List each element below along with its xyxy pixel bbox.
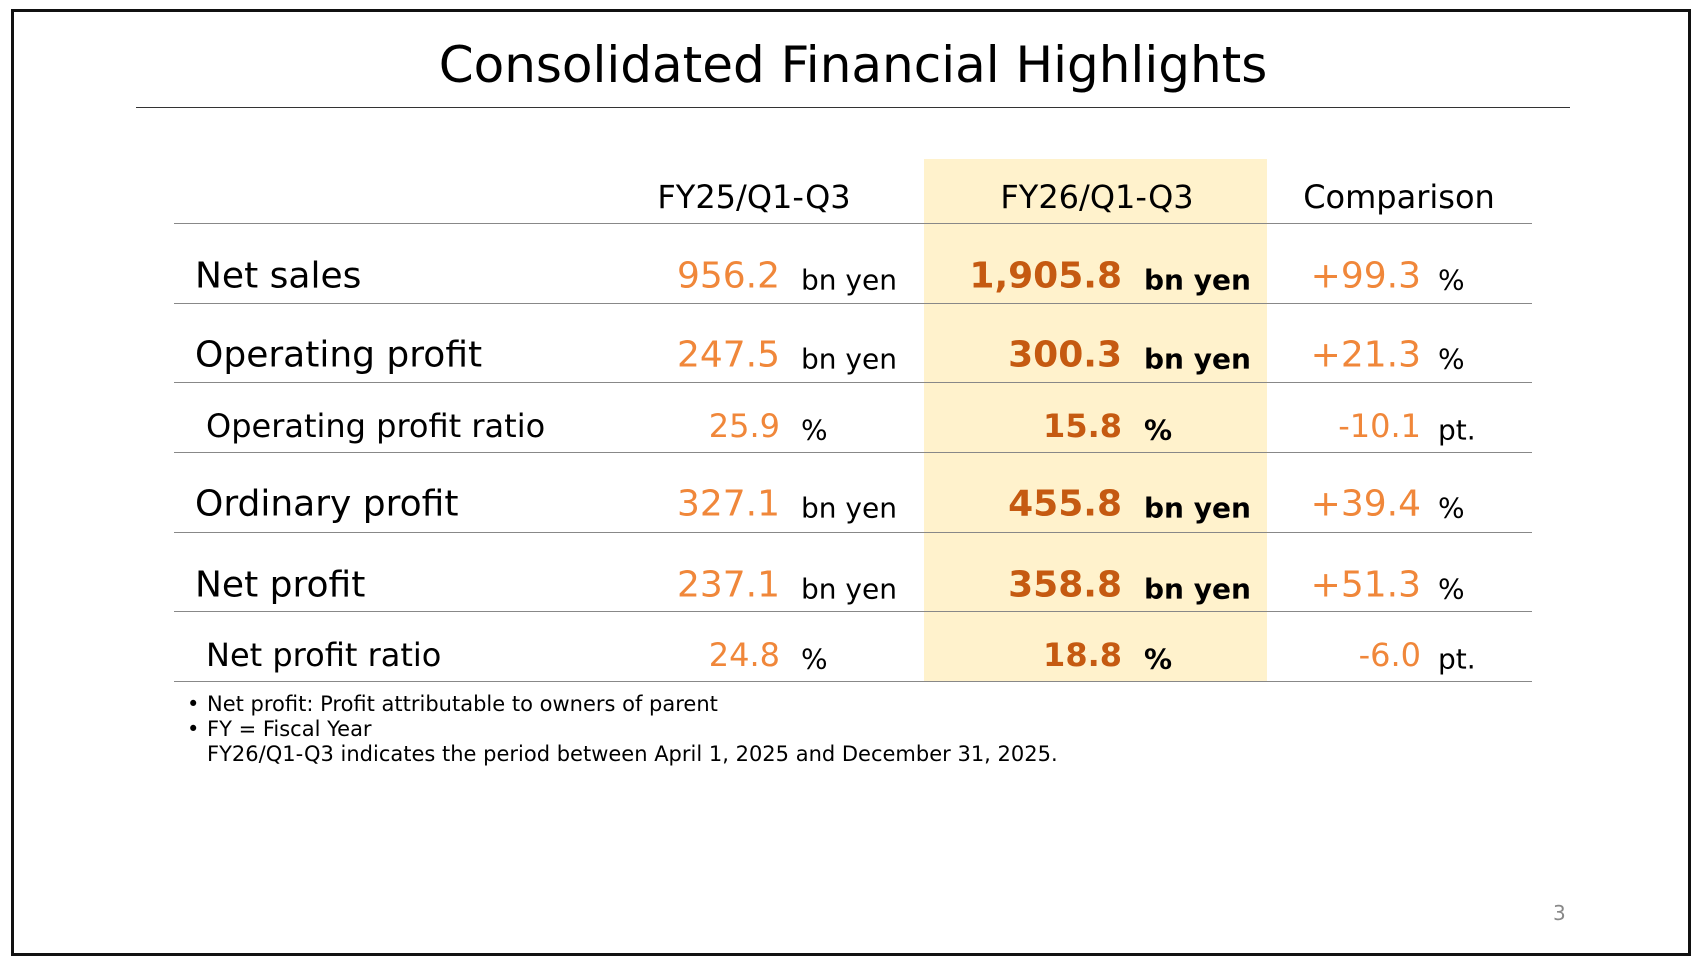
row-divider [174, 382, 1532, 383]
row-divider [174, 452, 1532, 453]
row-label: Net sales [195, 255, 362, 297]
fy25-value: 956.2 [676, 255, 780, 297]
comparison-unit: % [1438, 572, 1465, 606]
slide-frame [11, 9, 1691, 956]
fy26-unit: % [1144, 642, 1173, 676]
fy26-column-highlight [924, 159, 1267, 681]
fy25-value: 327.1 [676, 483, 780, 525]
row-label: Operating profit [195, 334, 483, 376]
comparison-value: -6.0 [1358, 636, 1421, 674]
comparison-value: -10.1 [1338, 407, 1421, 445]
fy26-unit: bn yen [1144, 342, 1251, 376]
fy26-value: 1,905.8 [969, 255, 1122, 297]
fy25-value: 24.8 [708, 636, 780, 674]
fy25-value: 25.9 [708, 407, 780, 445]
row-divider [174, 532, 1532, 533]
comparison-value: +51.3 [1310, 564, 1421, 606]
row-label: Net profit ratio [206, 636, 442, 674]
footnote: • FY = Fiscal Year [187, 717, 372, 741]
fy26-value: 455.8 [1008, 483, 1122, 525]
fy26-unit: bn yen [1144, 491, 1251, 525]
column-header-fy25: FY25/Q1-Q3 [657, 178, 851, 216]
page-number: 3 [1553, 901, 1566, 925]
comparison-unit: % [1438, 342, 1465, 376]
fy25-unit: % [801, 413, 828, 447]
fy25-value: 247.5 [676, 334, 780, 376]
fy25-unit: bn yen [801, 263, 897, 297]
row-divider [174, 303, 1532, 304]
row-label: Ordinary profit [195, 483, 459, 525]
row-divider [174, 611, 1532, 612]
fy26-unit: % [1144, 413, 1173, 447]
fy25-unit: bn yen [801, 342, 897, 376]
comparison-value: +99.3 [1310, 255, 1421, 297]
row-label: Operating profit ratio [206, 407, 546, 445]
comparison-unit: pt. [1438, 413, 1476, 447]
comparison-unit: % [1438, 263, 1465, 297]
fy26-value: 18.8 [1043, 636, 1122, 674]
fy26-unit: bn yen [1144, 263, 1251, 297]
header-divider [174, 223, 1532, 224]
fy26-value: 358.8 [1008, 564, 1122, 606]
row-divider [174, 681, 1532, 682]
fy25-unit: % [801, 642, 828, 676]
footnote: • Net profit: Profit attributable to owne… [187, 692, 718, 716]
column-header-comparison: Comparison [1303, 178, 1495, 216]
slide-title: Consolidated Financial Highlights [438, 36, 1268, 94]
column-header-fy26: FY26/Q1-Q3 [1000, 178, 1194, 216]
fy25-value: 237.1 [676, 564, 780, 606]
comparison-value: +39.4 [1310, 483, 1421, 525]
fy26-unit: bn yen [1144, 572, 1251, 606]
fy25-unit: bn yen [801, 572, 897, 606]
comparison-value: +21.3 [1310, 334, 1421, 376]
fy25-unit: bn yen [801, 491, 897, 525]
row-label: Net profit [195, 564, 366, 606]
fy26-value: 300.3 [1008, 334, 1122, 376]
footnote: FY26/Q1-Q3 indicates the period between … [207, 742, 1058, 766]
comparison-unit: % [1438, 491, 1465, 525]
comparison-unit: pt. [1438, 642, 1476, 676]
fy26-value: 15.8 [1043, 407, 1122, 445]
title-divider [136, 107, 1570, 108]
